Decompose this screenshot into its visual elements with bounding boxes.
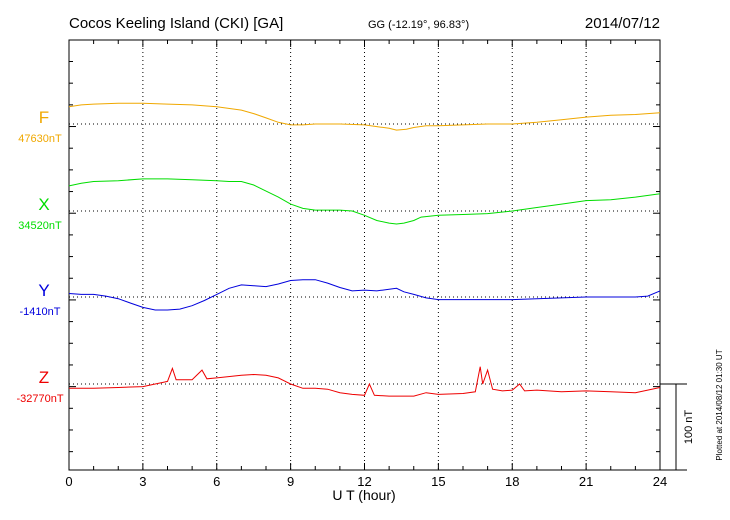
series-line-f — [68, 102, 661, 131]
station-coordinates: GG (-12.19°, 96.83°) — [368, 19, 469, 31]
series-line-x — [68, 178, 661, 225]
x-axis-title: U T (hour) — [332, 487, 395, 503]
x-tick-label: 3 — [139, 474, 146, 489]
grid — [69, 40, 660, 470]
scale-bar-label: 100 nT — [683, 410, 695, 445]
series-baseline-z: -32770nT — [16, 393, 63, 405]
x-tick-label: 15 — [431, 474, 445, 489]
series-baseline-f: 47630nT — [18, 133, 62, 145]
plotted-at-note: Plotted at 2014/08/12 01:30 UT — [715, 349, 724, 460]
series-baseline-x: 34520nT — [18, 220, 62, 232]
x-tick-label: 21 — [579, 474, 593, 489]
plot-date: 2014/07/12 — [585, 15, 660, 32]
x-tick-label: 9 — [287, 474, 294, 489]
series-labels: F 47630nT X 34520nT Y -1410nT Z -32770nT — [16, 108, 63, 405]
tick-marks — [68, 40, 661, 470]
scale-bar: 100 nT — [660, 383, 695, 471]
series-lines — [68, 102, 661, 397]
x-tick-label: 0 — [65, 474, 72, 489]
x-tick-label: 12 — [357, 474, 371, 489]
series-name-z: Z — [39, 368, 49, 387]
x-tick-labels: 0 3 6 9 12 15 18 21 24 — [65, 474, 667, 489]
series-name-f: F — [39, 108, 49, 127]
x-tick-label: 18 — [505, 474, 519, 489]
series-name-y: Y — [38, 281, 49, 300]
x-tick-label: 24 — [653, 474, 667, 489]
station-title: Cocos Keeling Island (CKI) [GA] — [69, 15, 283, 32]
series-line-z — [69, 366, 661, 397]
x-tick-label: 6 — [213, 474, 220, 489]
series-baseline-y: -1410nT — [20, 306, 61, 318]
series-line-y — [68, 279, 661, 311]
series-name-x: X — [38, 195, 49, 214]
